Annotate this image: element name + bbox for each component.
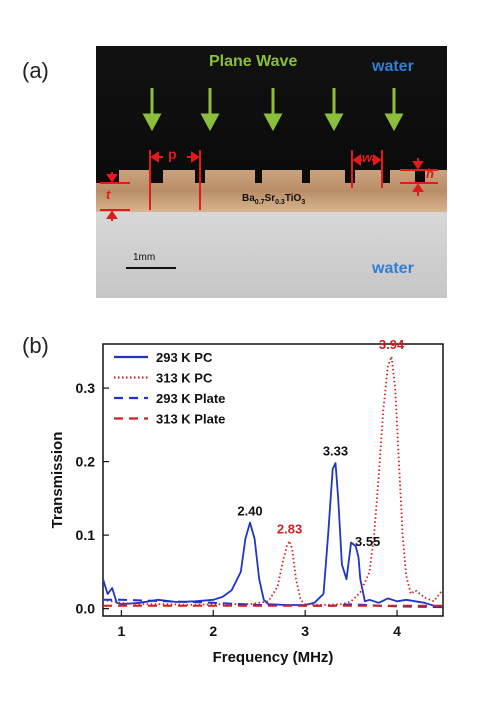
panel-a-label: (a): [22, 58, 49, 83]
material-sr: Sr: [264, 193, 276, 204]
material-ba: Ba: [242, 193, 255, 204]
dim-w-label: w: [362, 150, 373, 165]
scale-bar-label: 1mm: [133, 252, 156, 263]
water-bottom-label: water: [372, 260, 414, 277]
plane-wave-arrows: [142, 88, 404, 132]
panel-b-label: (b): [22, 333, 49, 358]
dim-t-label: t: [106, 187, 111, 202]
dimension-marks: [100, 150, 438, 221]
material-sub2: 0.3: [275, 199, 285, 206]
material-label: Ba0.7Sr0.3TiO3: [242, 193, 305, 206]
material-sub1: 0.7: [254, 199, 265, 206]
dim-p-label: p: [168, 146, 177, 162]
material-sub3: 3: [301, 199, 306, 206]
material-tio: TiO: [284, 193, 302, 204]
grooved-plate: [96, 170, 447, 212]
dim-h-label: h: [426, 166, 434, 181]
water-top-label: water: [372, 58, 414, 75]
plane-wave-label: Plane Wave: [209, 53, 298, 70]
